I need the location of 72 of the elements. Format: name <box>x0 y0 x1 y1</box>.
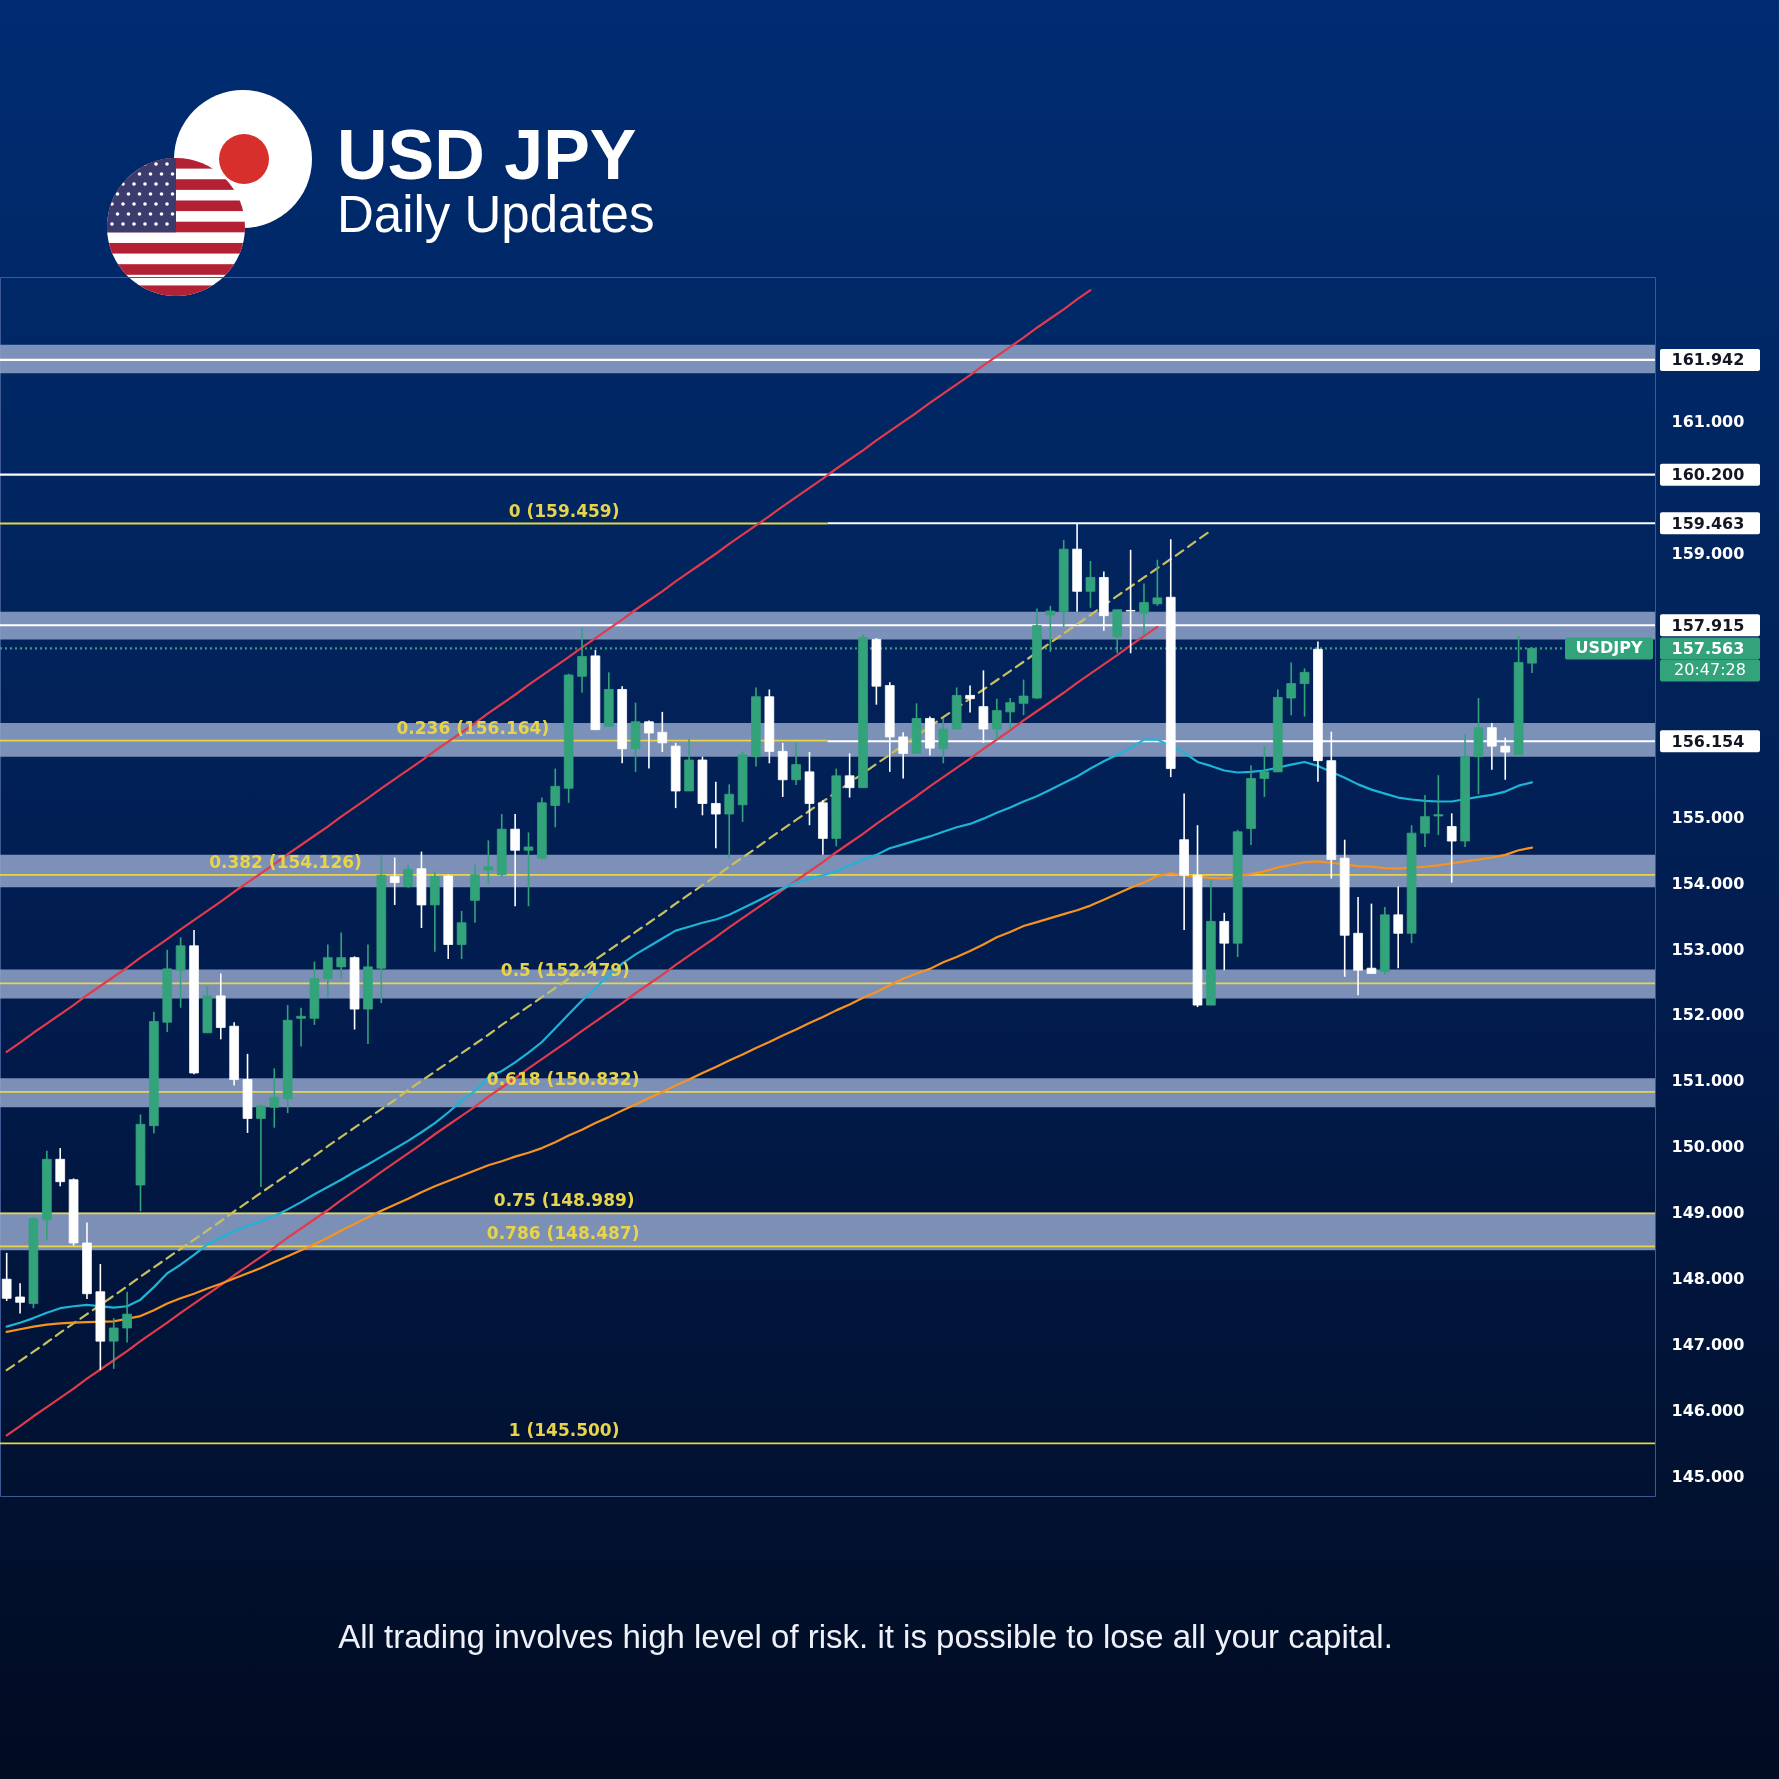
ref-line-label: 0.786 (148.487) <box>486 1223 640 1244</box>
y-tick-label: 154.000 <box>1671 873 1745 893</box>
line-series <box>5 529 1212 1372</box>
candlestick <box>644 719 654 770</box>
candlestick <box>256 1103 266 1188</box>
candlestick <box>1393 885 1404 970</box>
candlestick <box>389 856 400 906</box>
line-series <box>5 738 1534 1328</box>
candlestick <box>1 1252 12 1302</box>
y-tick-label: 157.915 <box>1671 615 1745 635</box>
candlestick <box>550 767 561 828</box>
candlestick <box>15 1282 25 1315</box>
candlestick <box>523 831 534 908</box>
y-tick-label: 147.000 <box>1671 1334 1745 1354</box>
candlestick <box>1433 774 1444 836</box>
line-series <box>5 289 1092 1053</box>
candlestick <box>1219 912 1230 971</box>
candlestick <box>1085 560 1096 609</box>
candlestick <box>296 1006 306 1048</box>
y-tick-label: 149.000 <box>1671 1203 1745 1223</box>
y-tick-label: 153.000 <box>1671 939 1745 959</box>
y-tick-label: 161.000 <box>1671 412 1745 432</box>
y-tick-label: 159.463 <box>1671 513 1745 533</box>
text: 20:47:28 <box>1674 660 1746 680</box>
y-tick-label: 160.200 <box>1671 465 1745 485</box>
candlestick <box>1446 812 1457 884</box>
y-tick-label: 150.000 <box>1671 1137 1745 1157</box>
text: All trading involves high level of risk. it is possible to lose all your capital. <box>338 1618 1393 1656</box>
candlestick <box>336 931 347 980</box>
y-tick-label: 152.000 <box>1671 1005 1745 1025</box>
y-tick-label: 161.942 <box>1671 350 1745 370</box>
annotation: USDJPY <box>1575 638 1643 658</box>
candlestick <box>1152 558 1163 607</box>
candlestick <box>724 783 735 859</box>
candlestick <box>1420 794 1430 848</box>
y-tick-label: 155.000 <box>1671 807 1745 827</box>
candlestick <box>403 863 413 889</box>
candlestick <box>1259 745 1270 798</box>
line-series <box>5 846 1534 1334</box>
line-series <box>5 625 1159 1437</box>
candlestick <box>657 711 668 753</box>
candlestick <box>791 742 801 786</box>
y-tick-label: 156.154 <box>1671 731 1745 751</box>
candlestick <box>991 697 1002 741</box>
y-tick-label: 145.000 <box>1671 1466 1745 1486</box>
candlestick <box>1299 667 1310 718</box>
candlestick <box>1286 661 1296 716</box>
y-tick-label: 148.000 <box>1671 1269 1745 1289</box>
y-tick-label: 157.563 <box>1671 638 1745 658</box>
y-tick-label: 151.000 <box>1671 1071 1745 1091</box>
candlestick <box>1139 582 1149 636</box>
candlestick <box>577 626 587 694</box>
candlestick <box>483 839 494 885</box>
candlestick <box>122 1290 132 1344</box>
candlestick <box>1005 697 1016 730</box>
ref-line-label: 0 (159.459) <box>508 500 620 521</box>
candlestick <box>322 943 333 999</box>
candlestick <box>711 780 721 850</box>
candlestick <box>1366 902 1377 975</box>
candlestick <box>55 1147 66 1188</box>
ref-line-label: 0.75 (148.989) <box>493 1190 635 1211</box>
candlestick <box>1018 678 1029 716</box>
candlestick <box>510 813 520 908</box>
ref-line-label: 1 (145.500) <box>508 1420 620 1441</box>
candlestick <box>938 717 949 765</box>
candlestick <box>108 1317 119 1370</box>
y-tick-label: 146.000 <box>1671 1400 1745 1420</box>
candlestick <box>456 910 467 960</box>
candlestick <box>844 752 855 799</box>
y-tick-label: 159.000 <box>1671 544 1745 564</box>
candlestick <box>965 684 975 714</box>
candlestick <box>269 1067 280 1129</box>
